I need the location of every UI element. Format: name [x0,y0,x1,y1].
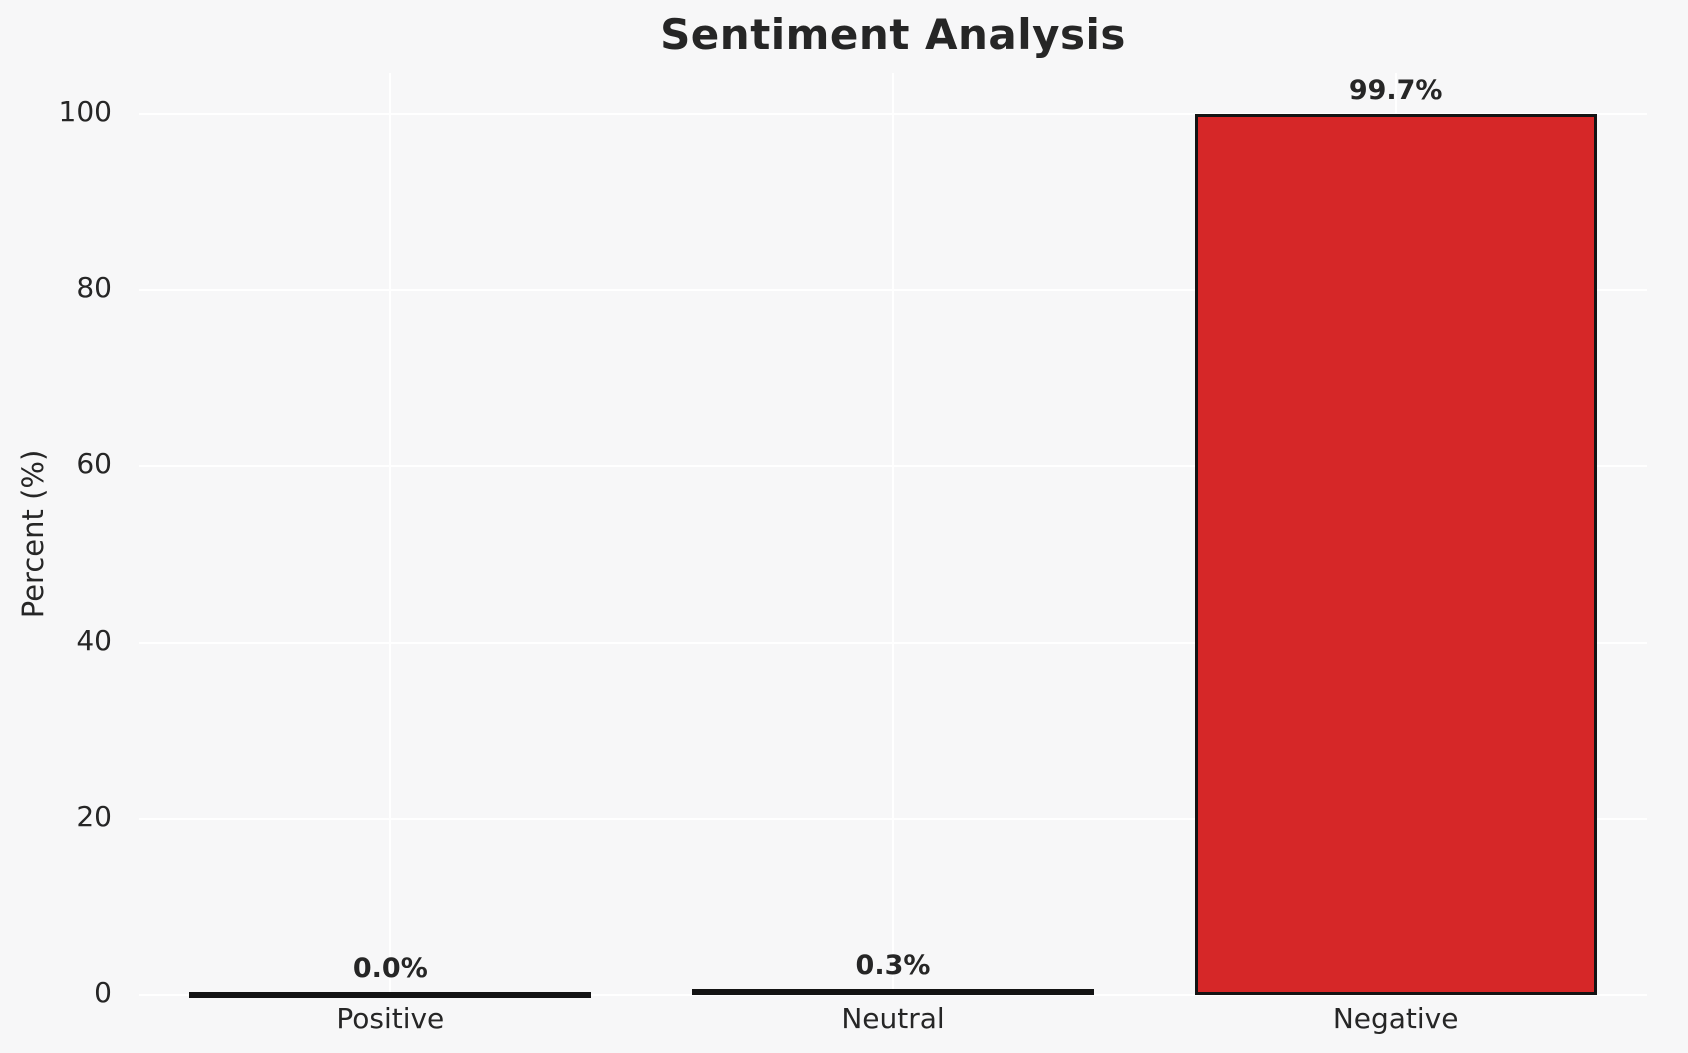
gridline-v [389,73,392,995]
bar-negative [1194,113,1597,995]
y-tick-label-20: 20 [76,799,112,833]
x-tick-label-positive: Positive [336,1002,445,1035]
gridline-v [892,73,894,995]
y-tick-label-80: 80 [76,271,112,305]
bar-value-label-neutral: 0.3% [855,950,931,982]
y-tick-label-100: 100 [58,94,112,128]
bar-value-label-negative: 99.7% [1348,74,1443,106]
chart-title: Sentiment Analysis [660,10,1126,59]
x-tick-label-neutral: Neutral [841,1002,945,1035]
y-axis-label: Percent (%) [16,449,50,619]
y-tick-label-0: 0 [94,976,112,1009]
x-tick-label-negative: Negative [1332,1002,1459,1035]
bar-positive [189,992,592,998]
bar-neutral [691,989,1095,996]
bar-value-label-positive: 0.0% [352,953,428,984]
y-tick-label-40: 40 [76,623,112,657]
y-tick-label-60: 60 [76,447,112,481]
